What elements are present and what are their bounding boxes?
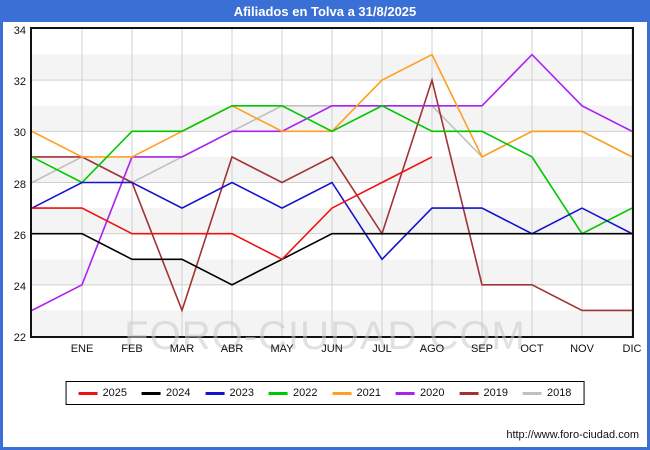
legend-entry-2023[interactable]: 2023 — [205, 387, 255, 399]
plot-area — [30, 27, 634, 338]
series-line-2024 — [32, 232, 632, 286]
series-line-2025 — [32, 156, 433, 261]
x-tick-jun: JUN — [321, 343, 343, 355]
x-tick-dic: DIC — [622, 343, 642, 355]
legend-entry-2022[interactable]: 2022 — [269, 387, 318, 399]
x-tick-jul: JUL — [372, 343, 392, 355]
legend-entry-2021[interactable]: 2021 — [332, 387, 381, 399]
line-chart — [32, 29, 632, 336]
x-tick-nov: NOV — [570, 343, 594, 355]
legend-label-2024: 2024 — [166, 387, 191, 399]
x-tick-ene: ENE — [70, 343, 94, 355]
legend: 2025 2024 2023 2022 2021 2020 2019 2018 — [65, 381, 585, 405]
chart-title: Afiliados en Tolva a 31/8/2025 — [233, 3, 417, 19]
legend-label-2019: 2019 — [483, 387, 508, 399]
x-tick-mar: MAR — [169, 343, 195, 355]
legend-label-2025: 2025 — [102, 387, 128, 399]
legend-label-2021: 2021 — [356, 387, 381, 399]
x-tick-sep: SEP — [470, 343, 493, 355]
foro-ciudad-link[interactable]: http://www.foro-ciudad.com — [506, 429, 639, 441]
legend-label-2020: 2020 — [419, 387, 445, 399]
legend-line-swatch-2025 — [78, 391, 98, 395]
legend-label-2018: 2018 — [546, 387, 572, 399]
x-tick-oct: OCT — [520, 343, 544, 355]
legend-entry-2025[interactable]: 2025 — [78, 387, 128, 399]
x-tick-abr: ABR — [220, 343, 244, 355]
legend-line-swatch-2022 — [269, 391, 289, 395]
y-tick-22: 22 — [13, 332, 26, 344]
x-tick-may: MAY — [270, 343, 294, 355]
y-tick-28: 28 — [13, 178, 26, 191]
series-line-2022 — [32, 104, 632, 235]
legend-entry-2018[interactable]: 2018 — [522, 387, 572, 399]
y-tick-34: 34 — [13, 25, 26, 37]
legend-entry-2019[interactable]: 2019 — [459, 387, 508, 399]
legend-line-swatch-2021 — [332, 391, 352, 395]
legend-entry-2024[interactable]: 2024 — [142, 387, 191, 399]
legend-label-2022: 2022 — [293, 387, 318, 399]
y-tick-24: 24 — [13, 280, 26, 293]
y-tick-30: 30 — [13, 127, 26, 140]
legend-line-swatch-2018 — [522, 391, 542, 395]
legend-entry-2020[interactable]: 2020 — [395, 387, 445, 399]
x-tick-feb: FEB — [121, 343, 143, 355]
legend-line-swatch-2019 — [459, 391, 479, 395]
x-tick-ago: AGO — [419, 343, 445, 355]
legend-line-swatch-2023 — [205, 391, 225, 395]
y-tick-26: 26 — [13, 229, 26, 242]
legend-line-swatch-2024 — [142, 391, 162, 395]
legend-line-swatch-2020 — [395, 391, 415, 395]
y-tick-32: 32 — [13, 76, 26, 89]
title-bar: Afiliados en Tolva a 31/8/2025 — [3, 0, 647, 22]
legend-label-2023: 2023 — [229, 387, 255, 399]
